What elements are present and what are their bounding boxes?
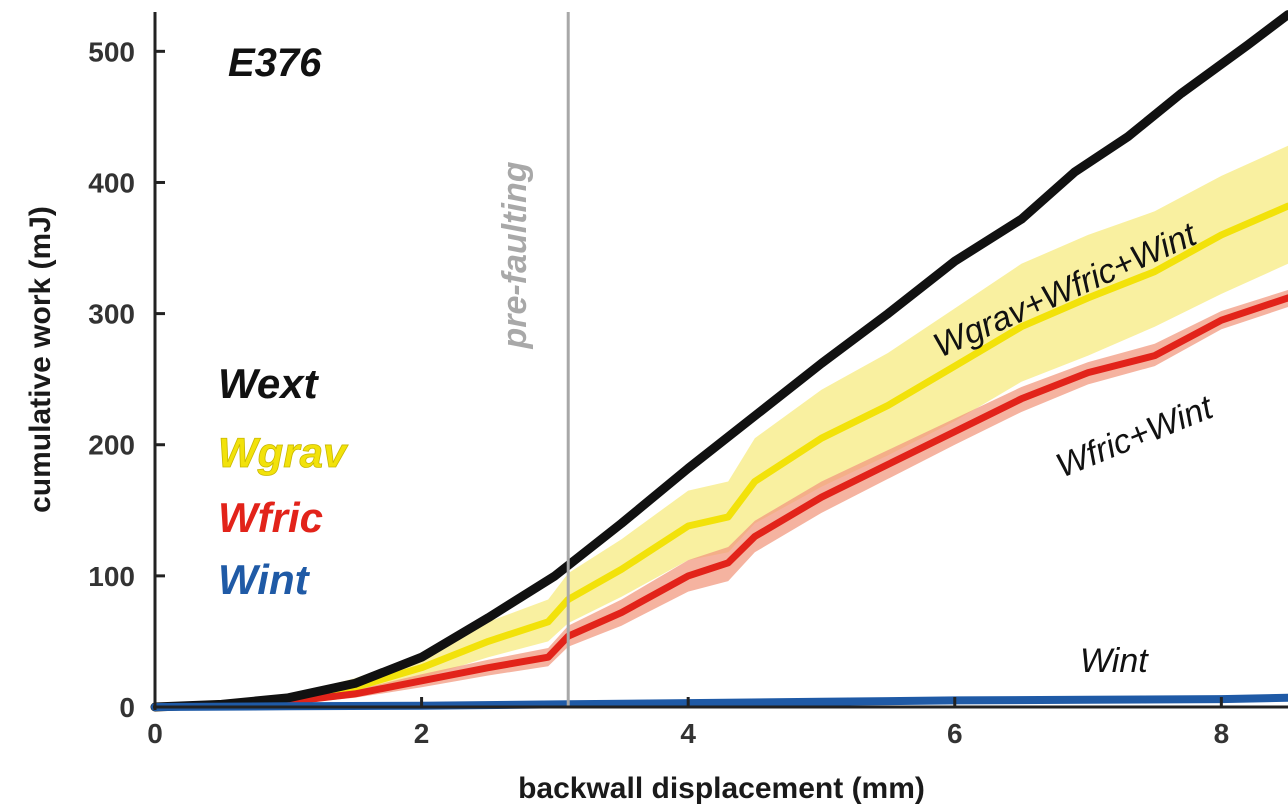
- y-tick-label: 500: [88, 36, 135, 67]
- y-tick-label: 400: [88, 167, 135, 198]
- pre-faulting-label: pre-faulting: [496, 161, 534, 349]
- x-tick-label: 2: [414, 718, 430, 749]
- x-tick-label: 0: [147, 718, 163, 749]
- y-tick-label: 200: [88, 430, 135, 461]
- legend-entry-wint: Wint: [218, 556, 311, 603]
- series-line-wfric-wint: [151, 294, 1288, 711]
- series-line-wext: [150, 10, 1288, 712]
- experiment-label: E376: [228, 41, 322, 85]
- axes: [153, 12, 1288, 710]
- y-tick-label: 0: [119, 692, 135, 723]
- annotation-wfric-wint: Wfric+Wint: [1051, 388, 1220, 486]
- x-tick-label: 4: [680, 718, 696, 749]
- x-axis-title: backwall displacement (mm): [518, 772, 925, 805]
- annotation-wint: Wint: [1080, 642, 1149, 680]
- series-lines: [150, 10, 1288, 712]
- ticks: 0 2 4 6 8 0 100 200 300 400 500: [88, 36, 1229, 749]
- legend-entry-wfric: Wfric: [218, 494, 323, 541]
- series-line-wgrav-wfric-wint: [151, 202, 1288, 711]
- uncertainty-bands: [155, 145, 1288, 708]
- y-tick-label: 100: [88, 561, 135, 592]
- legend: Wext Wgrav Wfric Wint: [218, 360, 350, 603]
- x-tick-label: 6: [947, 718, 963, 749]
- y-tick-label: 300: [88, 299, 135, 330]
- band-wgrav-wfric-wint: [155, 145, 1288, 708]
- legend-entry-wgrav: Wgrav: [218, 429, 349, 476]
- y-axis-title: cumulative work (mJ): [24, 206, 57, 513]
- x-tick-label: 8: [1214, 718, 1230, 749]
- legend-entry-wext: Wext: [218, 360, 320, 407]
